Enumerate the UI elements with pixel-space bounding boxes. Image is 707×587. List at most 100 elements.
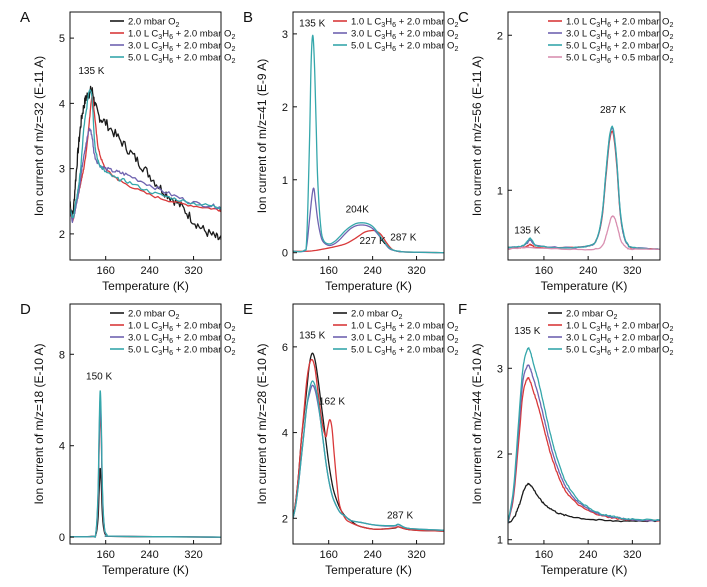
peak-annotation: 287 K [600, 105, 626, 116]
series-line [293, 358, 444, 532]
legend-entry: 5.0 L C3H6 + 2.0 mbar O2 [566, 41, 673, 54]
y-tick-label: 1 [282, 175, 288, 187]
y-tick-label: 2 [497, 449, 503, 461]
peak-annotation: 135 K [78, 66, 104, 77]
series-group [70, 390, 221, 538]
legend-entry: 3.0 L C3H6 + 2.0 mbar O2 [351, 29, 458, 42]
y-tick-label: 8 [59, 349, 65, 361]
y-axis-label: Ion current of m/z=56 (E-11 A) [470, 56, 484, 216]
series-group [293, 352, 444, 532]
legend-entry: 1.0 L C3H6 + 2.0 mbar O2 [128, 29, 235, 42]
legend-entry: 5.0 L C3H6 + 2.0 mbar O2 [351, 41, 458, 54]
peak-annotation: 150 K [86, 371, 112, 382]
panel-d: 160 240 320 0 4 8 Temperature (K) Ion current o… [20, 301, 235, 577]
series-group [70, 85, 221, 241]
plot-frame [69, 303, 222, 545]
panel-a: 160 240 320 2 3 4 5 Temperature (K) Ion current … [20, 9, 235, 293]
x-tick-label: 320 [623, 265, 641, 277]
panel-letter: E [243, 301, 253, 318]
y-tick-label: 5 [59, 33, 65, 45]
legend-entry: 3.0 L C3H6 + 2.0 mbar O2 [351, 333, 458, 346]
y-tick-label: 3 [497, 363, 503, 375]
legend-entry: 3.0 L C3H6 + 2.0 mbar O2 [128, 333, 235, 346]
x-axis-label: Temperature (K) [541, 563, 628, 577]
x-tick-label: 240 [579, 265, 597, 277]
legend-entry: 1.0 L C3H6 + 2.0 mbar O2 [351, 321, 458, 334]
panel-f: 160 240 320 1 2 3 Temperature (K) Ion current o… [458, 301, 673, 577]
y-tick-label: 0 [282, 248, 288, 260]
y-tick-label: 3 [282, 29, 288, 41]
series-group [508, 125, 660, 251]
y-axis-label: Ion current of m/z=18 (E-10 A) [32, 343, 46, 504]
x-tick-label: 240 [140, 549, 158, 561]
legend-entry: 5.0 L C3H6 + 0.5 mbar O2 [566, 53, 673, 66]
y-tick-label: 4 [59, 441, 65, 453]
series-line [70, 89, 221, 219]
series-line [293, 380, 444, 531]
y-axis-label: Ion current of m/z=32 (E-11 A) [32, 56, 46, 216]
panel-letter: C [458, 9, 469, 26]
panel-b: 160 240 320 0 1 2 3 Temperature (K) Ion current … [243, 9, 458, 293]
series-line [293, 384, 444, 531]
panel-letter: D [20, 301, 31, 318]
series-line [70, 127, 221, 224]
series-line [70, 399, 221, 538]
legend-entry: 3.0 L C3H6 + 2.0 mbar O2 [128, 41, 235, 54]
y-tick-label: 4 [282, 428, 288, 440]
plot-frame [507, 11, 661, 261]
legend-entry: 5.0 L C3H6 + 2.0 mbar O2 [351, 345, 458, 358]
series-line [70, 85, 221, 241]
x-tick-label: 240 [363, 265, 381, 277]
peak-annotation: 204K [346, 205, 370, 216]
series-line [508, 125, 660, 251]
legend-entry: 1.0 L C3H6 + 2.0 mbar O2 [128, 321, 235, 334]
legend-entry: 1.0 L C3H6 + 2.0 mbar O2 [351, 17, 458, 30]
series-line [508, 215, 660, 251]
y-tick-label: 4 [59, 98, 65, 110]
series-line [70, 467, 221, 538]
legend-entry: 1.0 L C3H6 + 2.0 mbar O2 [566, 321, 673, 334]
x-tick-label: 160 [535, 265, 553, 277]
x-tick-label: 320 [407, 549, 425, 561]
x-tick-label: 160 [97, 265, 115, 277]
y-tick-label: 2 [497, 30, 503, 42]
x-tick-label: 320 [184, 549, 202, 561]
x-axis-label: Temperature (K) [541, 279, 628, 293]
y-tick-label: 3 [59, 164, 65, 176]
x-axis-label: Temperature (K) [102, 563, 189, 577]
series-line [508, 364, 660, 524]
plot-frame [69, 11, 222, 261]
panel-c: 160 240 320 1 2 Temperature (K) Ion current of… [458, 9, 673, 293]
plot-frame [292, 303, 445, 545]
series-line [70, 410, 221, 538]
series-group [508, 347, 660, 524]
legend-entry: 5.0 L C3H6 + 2.0 mbar O2 [128, 53, 235, 66]
y-axis-label: Ion current of m/z=28 (E-10 A) [255, 343, 269, 504]
x-tick-label: 240 [579, 549, 597, 561]
x-axis-label: Temperature (K) [102, 279, 189, 293]
peak-annotation: 135 K [514, 226, 540, 237]
plot-frame [292, 11, 445, 261]
x-tick-label: 320 [623, 549, 641, 561]
x-tick-label: 160 [535, 549, 553, 561]
panel-letter: F [458, 301, 467, 318]
panel-e: 160 240 320 2 4 6 Temperature (K) Ion current o… [243, 301, 458, 577]
series-line [70, 390, 221, 538]
legend-entry: 2.0 mbar O2 [351, 309, 403, 322]
legend-entry: 3.0 L C3H6 + 2.0 mbar O2 [566, 29, 673, 42]
y-tick-label: 6 [282, 342, 288, 354]
x-tick-label: 160 [97, 549, 115, 561]
series-line [508, 347, 660, 523]
y-tick-label: 1 [497, 535, 503, 547]
peak-annotation: 162 K [319, 397, 345, 408]
panel-letter: A [20, 9, 30, 26]
peak-annotation: 135 K [299, 330, 325, 341]
peak-annotation: 135 K [299, 19, 325, 30]
y-tick-label: 2 [282, 102, 288, 114]
series-line [508, 376, 660, 523]
series-line [293, 352, 444, 532]
x-tick-label: 320 [407, 265, 425, 277]
panel-letter: B [243, 9, 253, 26]
series-line [293, 34, 444, 254]
